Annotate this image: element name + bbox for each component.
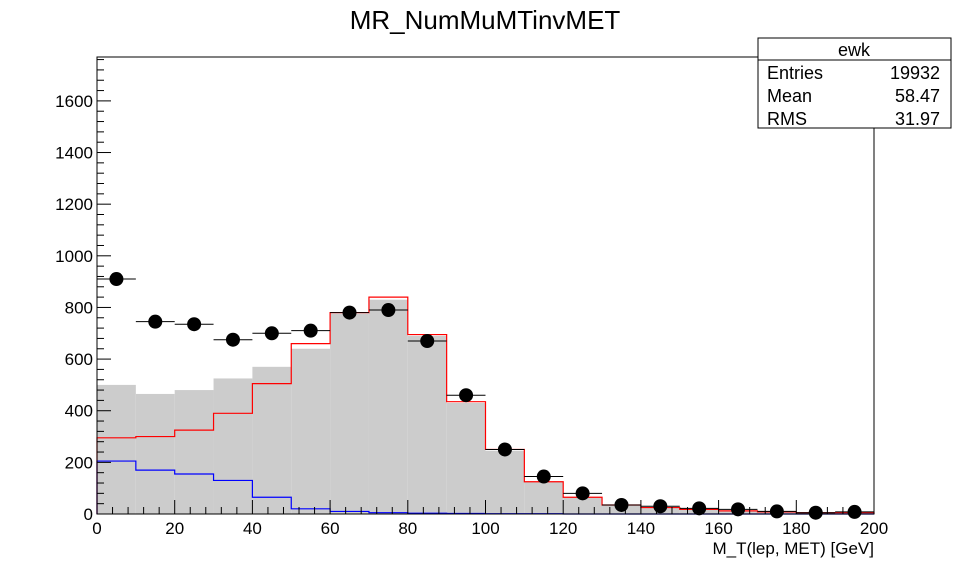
y-tick-label-1: 200 xyxy=(65,453,93,472)
histogram-bar-9 xyxy=(446,402,486,514)
data-point-19 xyxy=(847,504,862,519)
x-tick-label-3: 60 xyxy=(321,519,340,538)
data-point-7 xyxy=(381,303,396,318)
y-tick-label-3: 600 xyxy=(65,350,93,369)
stats-rms-value: 31.97 xyxy=(895,109,940,129)
data-point-8 xyxy=(420,334,435,349)
histogram-bar-3 xyxy=(213,378,253,514)
histogram-bar-2 xyxy=(174,390,214,514)
data-point-17 xyxy=(769,504,784,519)
y-tick-label-4: 800 xyxy=(65,298,93,317)
stats-box: ewk Entries 19932 Mean 58.47 RMS 31.97 xyxy=(757,37,952,129)
x-tick-label-2: 40 xyxy=(243,519,262,538)
data-point-14 xyxy=(653,499,668,514)
data-point-6 xyxy=(342,305,357,320)
data-point-10 xyxy=(497,442,512,457)
chart-title: MR_NumMuMTinvMET xyxy=(350,5,621,35)
stats-rms-label: RMS xyxy=(767,109,807,129)
x-tick-label-8: 160 xyxy=(704,519,732,538)
histogram-bar-5 xyxy=(291,348,331,514)
histogram-bar-10 xyxy=(485,450,525,514)
x-axis-title: M_T(lep, MET) [GeV] xyxy=(712,539,874,558)
stats-entries-value: 19932 xyxy=(890,63,940,83)
x-tick-label-1: 20 xyxy=(165,519,184,538)
histogram-bar-6 xyxy=(330,313,369,514)
y-tick-label-0: 0 xyxy=(84,505,93,524)
y-tick-label-6: 1200 xyxy=(55,195,93,214)
x-tick-label-9: 180 xyxy=(782,519,810,538)
data-point-2 xyxy=(187,317,202,332)
x-tick-label-10: 200 xyxy=(860,519,888,538)
y-tick-label-7: 1400 xyxy=(55,144,93,163)
x-tick-label-5: 100 xyxy=(471,519,499,538)
stats-box-name: ewk xyxy=(838,40,871,60)
axes: 0 20 40 60 80 100 120 140 160 180 200 0 200 400 600 800… xyxy=(55,56,888,538)
data-point-12 xyxy=(575,486,590,501)
data-point-11 xyxy=(536,469,551,484)
data-point-13 xyxy=(614,497,629,512)
plot-area xyxy=(96,272,875,520)
data-point-9 xyxy=(459,388,474,403)
stats-mean-value: 58.47 xyxy=(895,86,940,106)
y-tick-label-5: 1000 xyxy=(55,247,93,266)
data-point-5 xyxy=(303,323,318,338)
y-tick-label-2: 400 xyxy=(65,402,93,421)
stats-box-frame xyxy=(757,37,952,129)
stats-mean-label: Mean xyxy=(767,86,812,106)
x-tick-label-0: 0 xyxy=(92,519,101,538)
data-point-3 xyxy=(225,332,240,347)
data-point-0 xyxy=(109,272,124,287)
x-tick-label-4: 80 xyxy=(398,519,417,538)
histogram-bar-11 xyxy=(524,481,564,514)
histogram-bar-12 xyxy=(563,497,603,514)
x-tick-label-6: 120 xyxy=(549,519,577,538)
y-tick-label-8: 1600 xyxy=(55,92,93,111)
data-point-15 xyxy=(692,501,707,516)
data-point-4 xyxy=(264,326,279,341)
histogram-bar-0 xyxy=(97,384,136,514)
histogram-bar-4 xyxy=(252,366,292,514)
histogram-bar-1 xyxy=(135,393,175,514)
data-point-1 xyxy=(148,314,163,329)
data-point-18 xyxy=(808,505,823,520)
histogram-bar-8 xyxy=(407,335,447,514)
x-tick-label-7: 140 xyxy=(627,519,655,538)
histogram-bar-7 xyxy=(368,299,408,514)
stats-entries-label: Entries xyxy=(767,63,823,83)
